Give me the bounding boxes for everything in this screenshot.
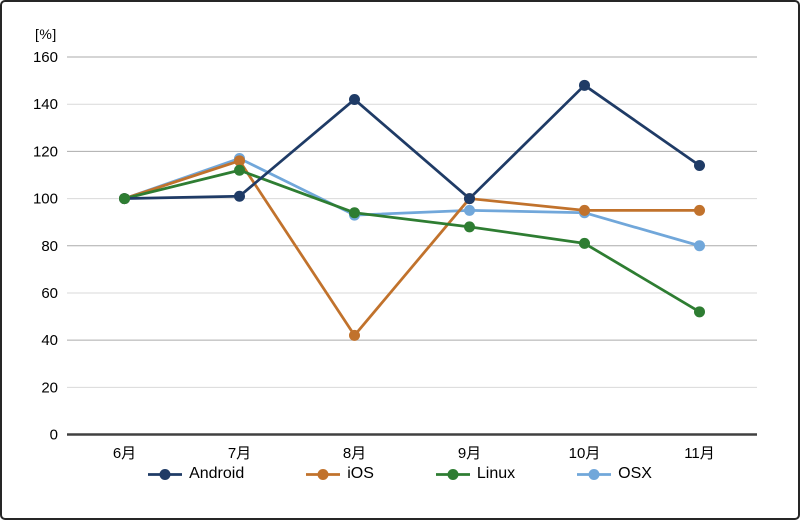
y-tick-label: 20 — [41, 379, 58, 396]
y-tick-label: 100 — [33, 191, 58, 208]
y-tick-label: 40 — [41, 332, 58, 349]
series-marker-android — [579, 79, 590, 91]
series-marker-android — [234, 190, 245, 202]
series-marker-android — [694, 160, 705, 172]
legend-marker-dot — [588, 468, 600, 480]
legend-label-osx: OSX — [618, 465, 652, 482]
x-tick-label: 11月 — [684, 445, 715, 462]
y-tick-label: 60 — [41, 285, 58, 302]
legend-item-android: Android — [148, 465, 244, 483]
series-marker-android — [349, 93, 360, 105]
legend-marker-icon — [306, 468, 341, 480]
legend-marker-dot — [317, 468, 329, 480]
legend-item-osx: OSX — [577, 465, 652, 483]
x-tick-label: 8月 — [343, 445, 366, 462]
series-marker-linux — [119, 193, 130, 205]
y-tick-label: 160 — [33, 49, 58, 66]
series-marker-ios — [234, 155, 245, 167]
legend-marker-icon — [577, 468, 612, 480]
x-tick-label: 7月 — [228, 445, 251, 462]
series-line-android — [123, 83, 701, 200]
legend-label-android: Android — [189, 465, 245, 482]
legend-item-linux: Linux — [435, 465, 516, 483]
series-line-ios — [123, 159, 701, 337]
legend: Android iOS Linux OSX — [2, 465, 798, 483]
series-marker-android — [464, 193, 475, 205]
y-tick-label: 0 — [50, 427, 58, 444]
series-marker-ios — [579, 204, 590, 216]
series-marker-linux — [234, 164, 245, 176]
series-marker-linux — [349, 207, 360, 219]
legend-item-ios: iOS — [306, 465, 374, 483]
y-axis-unit-label: [%] — [35, 26, 57, 42]
series-marker-linux — [464, 221, 475, 233]
legend-marker-dot — [159, 468, 171, 480]
y-tick-label: 80 — [41, 238, 58, 255]
legend-label-ios: iOS — [347, 465, 374, 482]
legend-marker-icon — [148, 468, 183, 480]
series-marker-ios — [694, 204, 705, 216]
x-tick-label: 10月 — [569, 445, 601, 462]
legend-label-linux: Linux — [476, 465, 516, 482]
series-marker-osx — [464, 204, 475, 216]
x-tick-label: 6月 — [113, 445, 136, 462]
series-marker-linux — [579, 237, 590, 249]
y-tick-label: 120 — [33, 143, 58, 160]
series-marker-osx — [694, 240, 705, 252]
series-marker-linux — [694, 306, 705, 318]
series-marker-ios — [349, 329, 360, 341]
y-tick-label: 140 — [33, 96, 58, 113]
legend-marker-icon — [435, 468, 470, 480]
legend-marker-dot — [447, 468, 459, 480]
x-tick-label: 9月 — [458, 445, 481, 462]
series-line-linux — [123, 168, 701, 314]
series-line-osx — [123, 157, 701, 248]
